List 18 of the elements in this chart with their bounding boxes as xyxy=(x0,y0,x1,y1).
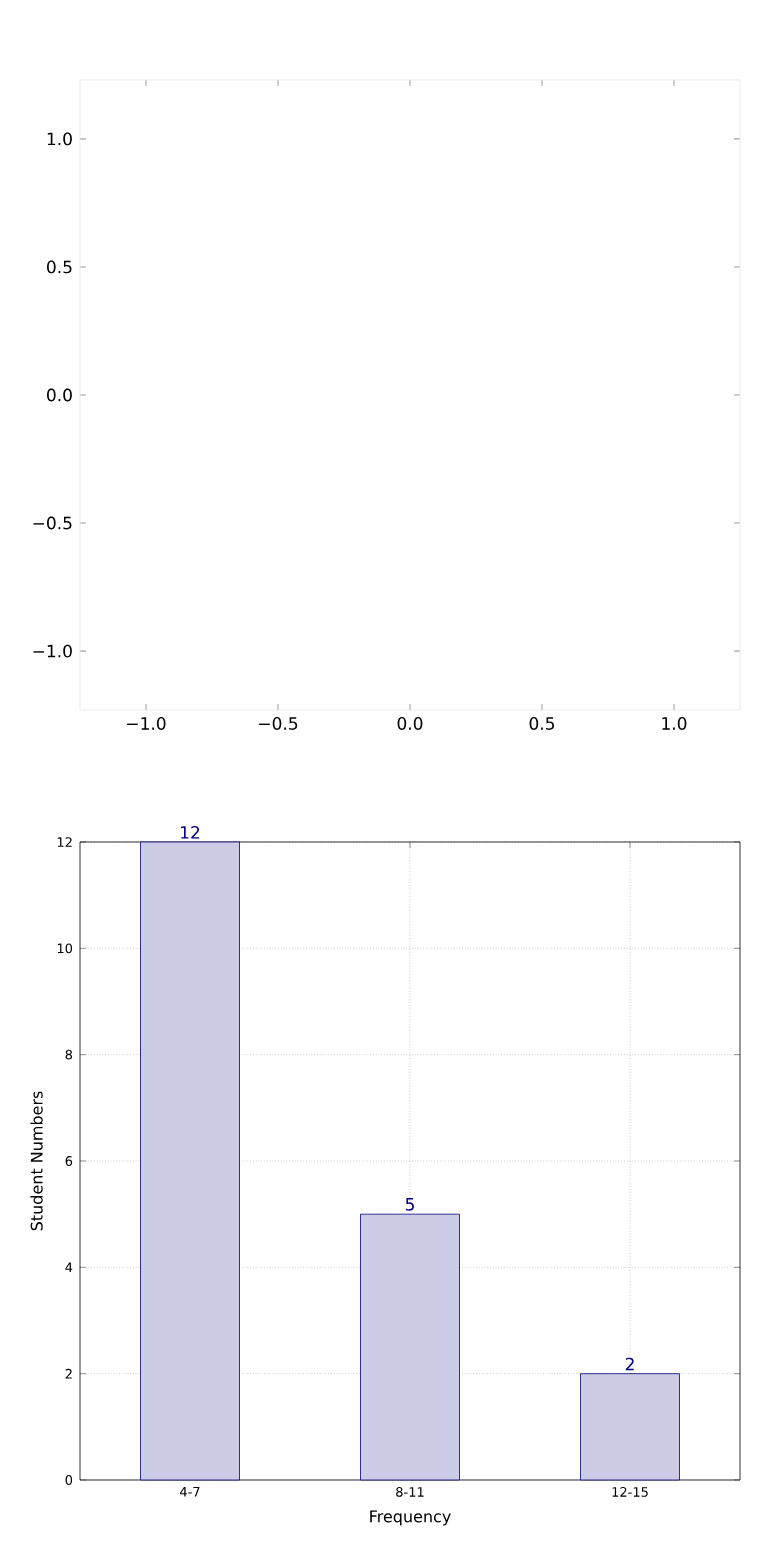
data-label: 5 xyxy=(405,1198,414,1211)
bar xyxy=(580,1373,680,1481)
y-tick-label: 0.0 xyxy=(47,388,72,402)
x-tick-label: 0.5 xyxy=(529,717,555,730)
x-tick-label: 1.0 xyxy=(662,717,687,730)
bar xyxy=(360,1213,460,1481)
y-axis-title: Student Numbers xyxy=(30,1091,43,1231)
x-axis-title: Frequency xyxy=(370,1510,451,1526)
x-tick-label: −0.5 xyxy=(259,717,298,730)
y-tick-label: −0.5 xyxy=(33,516,72,530)
y-tick-label: −1.0 xyxy=(33,644,72,658)
data-label: 12 xyxy=(181,825,200,839)
x-tick-label: −1.0 xyxy=(127,717,166,730)
x-tick-label: 0.0 xyxy=(397,717,423,730)
y-tick-label: 0.5 xyxy=(47,260,72,274)
y-tick-label: 1.0 xyxy=(47,132,72,146)
bar xyxy=(140,841,240,1481)
data-label: 2 xyxy=(625,1357,634,1371)
